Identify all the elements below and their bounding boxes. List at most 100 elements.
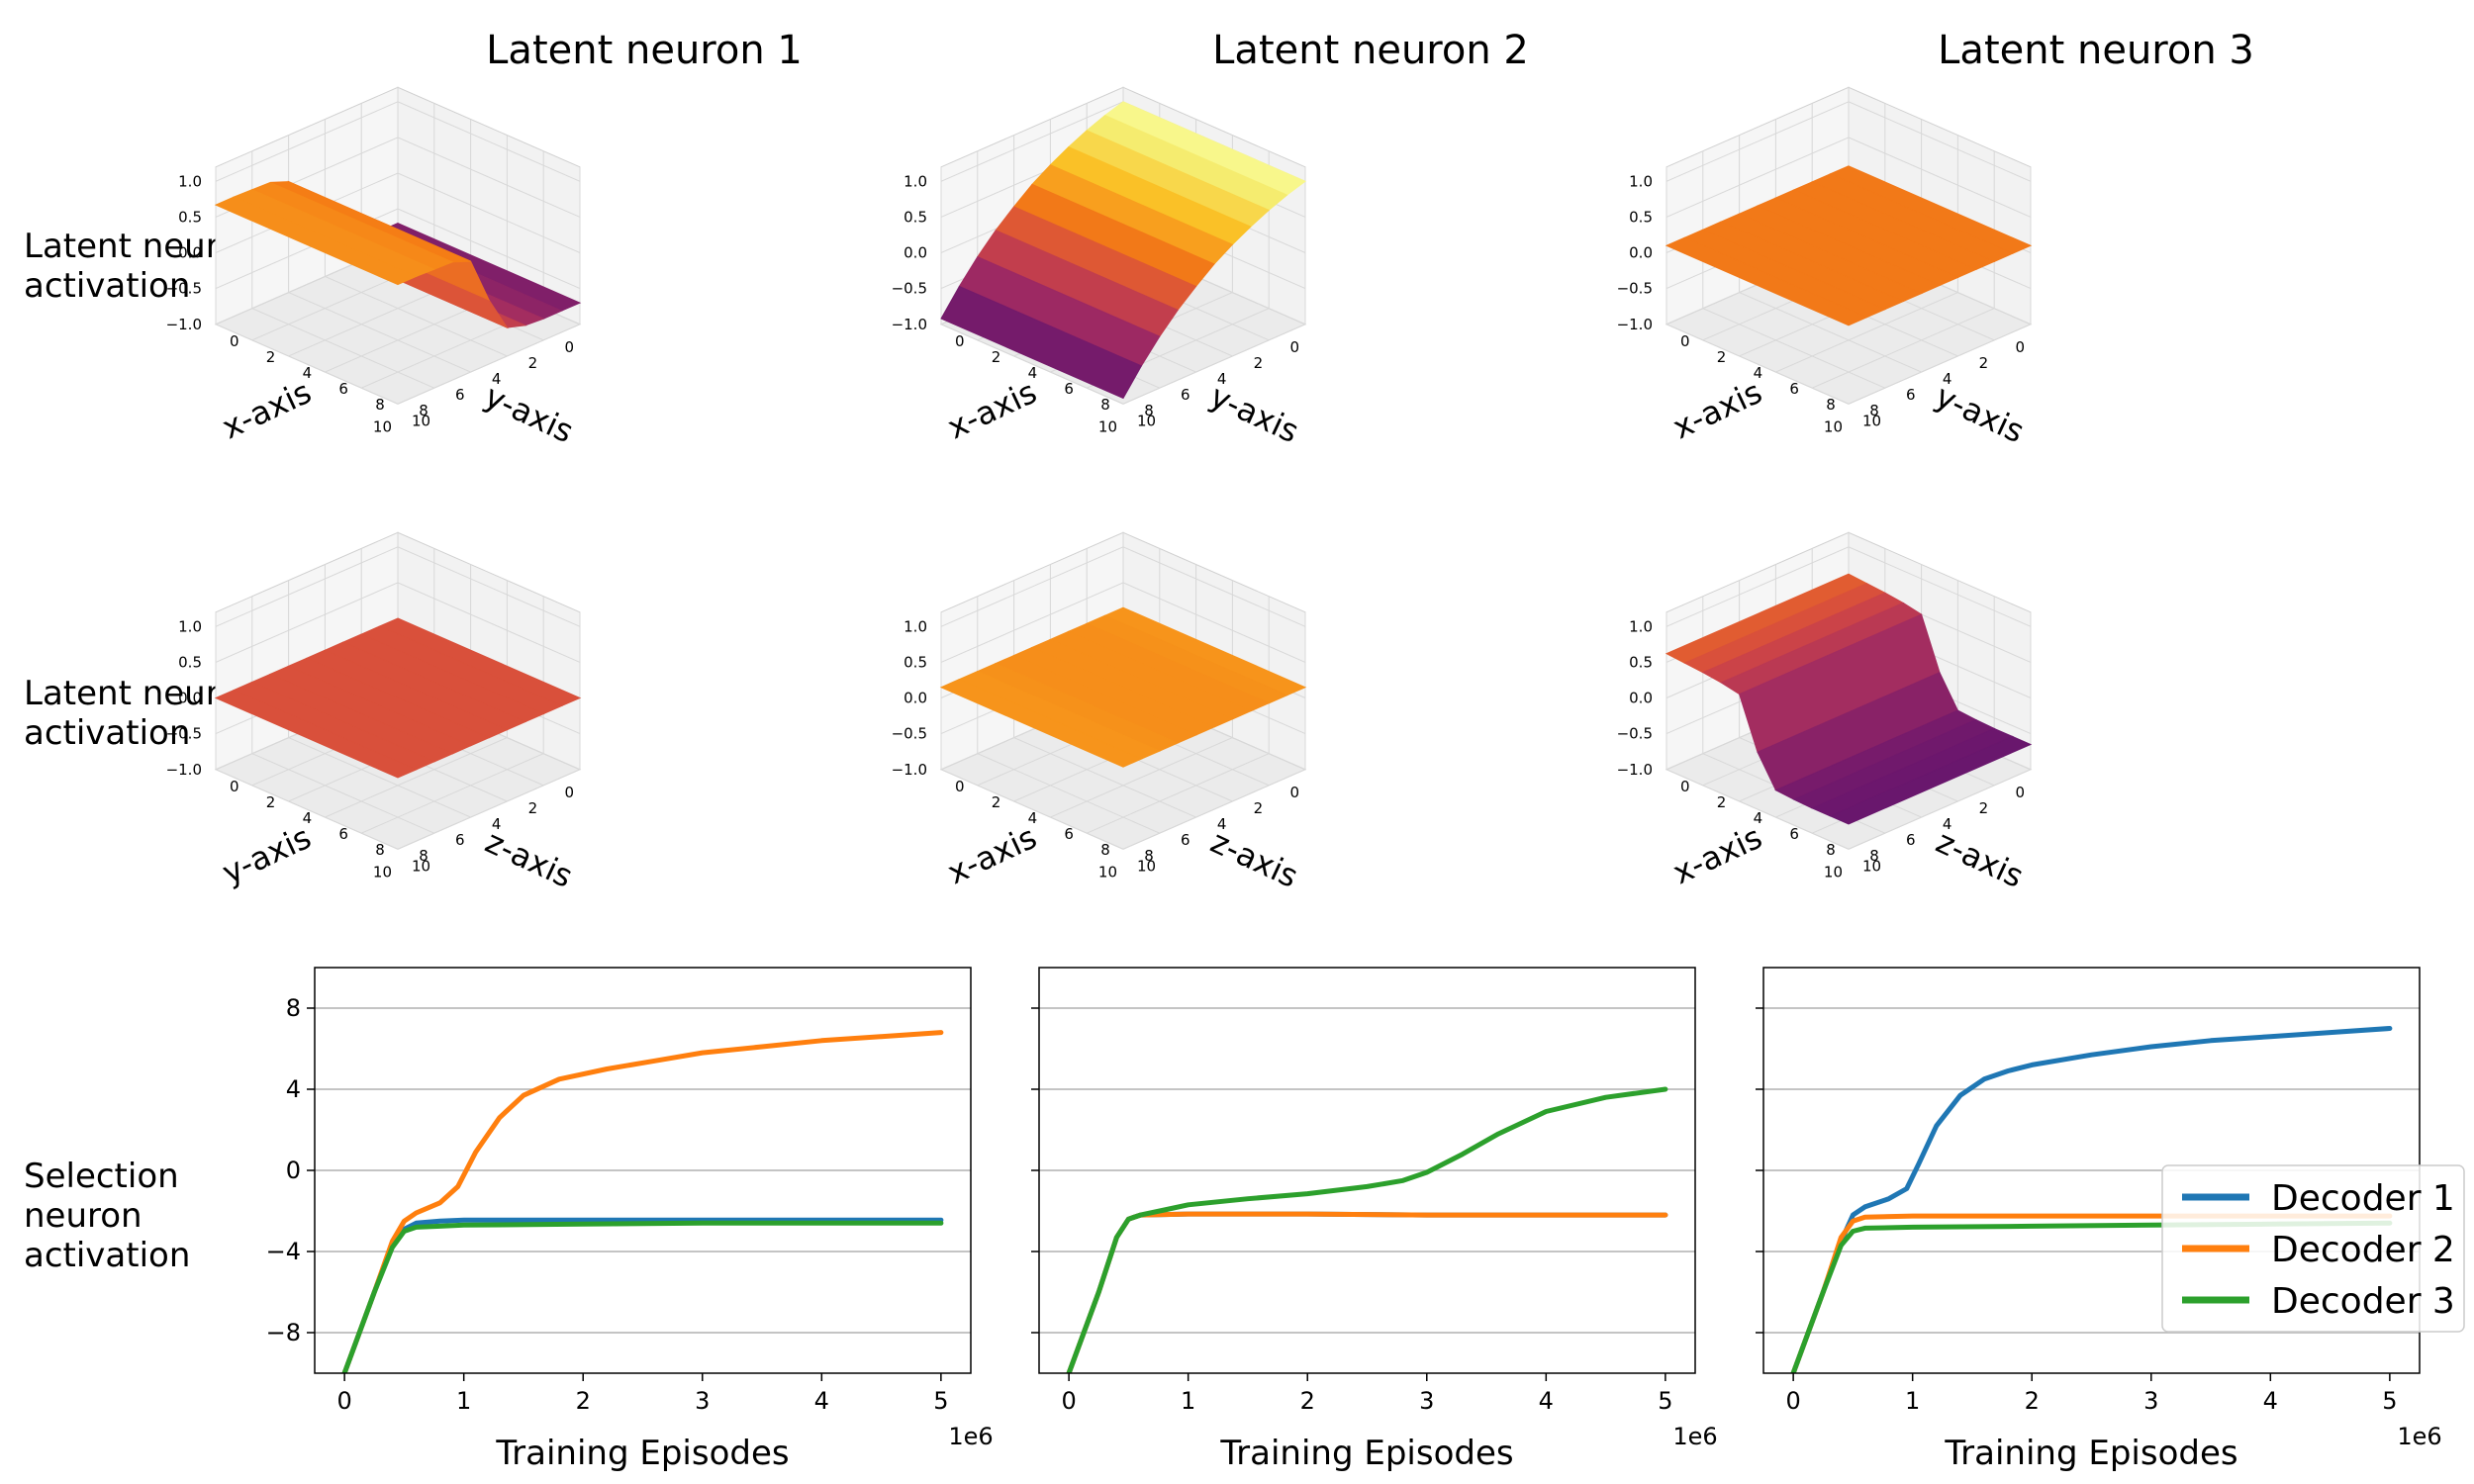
- x-tick-label: 2: [2025, 1387, 2040, 1415]
- x-tick-label: 2: [576, 1387, 591, 1415]
- y-tick-label: 0: [286, 1157, 301, 1184]
- column-title-3: Latent neuron 3: [1938, 28, 2254, 73]
- left-axis-tick-label: 4: [492, 815, 502, 833]
- x-tick-label: 0: [1785, 1387, 1800, 1415]
- z-tick-label: −0.5: [1617, 280, 1653, 298]
- x-tick-label: 5: [933, 1387, 948, 1415]
- x-offset-label: 1e6: [1672, 1423, 1717, 1450]
- left-axis-tick-label: 4: [1943, 370, 1952, 388]
- x-axis-label: Training Episodes: [1219, 1434, 1513, 1473]
- right-axis-tick-label: 4: [1028, 809, 1038, 827]
- left-axis-label: z-axis: [480, 822, 579, 895]
- right-axis-tick-label: 0: [955, 332, 965, 350]
- right-axis-tick-label: 8: [1100, 396, 1110, 414]
- left-axis-tick-label: 4: [1217, 370, 1227, 388]
- grid-line: [1702, 308, 1886, 389]
- grid-line: [288, 737, 471, 818]
- left-axis-label: z-axis: [1205, 822, 1304, 895]
- grid-line: [1050, 737, 1233, 818]
- left-axis-label: y-axis: [1930, 377, 2030, 450]
- row-label-3-line-2: neuron: [24, 1196, 143, 1236]
- x-tick-label: 4: [1539, 1387, 1554, 1415]
- x-tick-label: 2: [1300, 1387, 1315, 1415]
- right-axis-tick-label: 4: [1754, 364, 1763, 382]
- z-tick-label: −1.0: [166, 761, 202, 779]
- grid-line: [215, 582, 581, 663]
- x-tick-label: 1: [1905, 1387, 1920, 1415]
- z-tick-label: 0.0: [904, 690, 927, 707]
- left-axis-tick-label: 6: [1906, 386, 1916, 404]
- left-axis-tick-label: 6: [455, 386, 465, 404]
- grid-line: [215, 101, 581, 182]
- right-axis-tick-label: 4: [1754, 809, 1763, 827]
- right-axis-tick-label: 10: [1137, 412, 1156, 429]
- x-tick-label: 0: [1061, 1387, 1076, 1415]
- grid-line: [397, 769, 581, 850]
- grid-line: [215, 324, 399, 405]
- right-axis-tick-label: 2: [1717, 793, 1727, 811]
- right-axis-tick-label: 2: [266, 348, 276, 366]
- series-line-decoder-3: [1066, 1086, 1668, 1373]
- left-axis-tick-label: 2: [528, 354, 538, 372]
- grid-line: [940, 324, 1124, 405]
- x-offset-label: 1e6: [948, 1423, 993, 1450]
- right-axis-tick-label: 2: [992, 348, 1001, 366]
- grid-line: [251, 308, 435, 389]
- z-tick-label: 0.0: [1629, 690, 1653, 707]
- y-tick-label: 8: [286, 994, 301, 1022]
- z-tick-label: 1.0: [1629, 172, 1653, 190]
- left-axis-tick-label: 10: [1824, 417, 1843, 435]
- right-axis-tick-label: 0: [1680, 778, 1690, 795]
- y-tick-label: 4: [286, 1075, 301, 1103]
- left-axis-tick-label: 10: [1824, 863, 1843, 881]
- z-tick-label: 0.5: [178, 208, 202, 226]
- grid-line: [251, 753, 435, 834]
- grid-line: [1086, 753, 1270, 834]
- right-axis-tick-label: 8: [1826, 841, 1836, 859]
- z-tick-label: 0.0: [904, 244, 927, 262]
- row-label-3-line-1: Selection: [24, 1157, 179, 1196]
- left-axis-tick-label: 4: [492, 370, 502, 388]
- right-axis-label: x-axis: [941, 818, 1042, 891]
- axes-frame: [1038, 967, 1696, 1374]
- legend-label-decoder-2: Decoder 2: [2271, 1230, 2455, 1270]
- right-axis-tick-label: 6: [1789, 825, 1799, 843]
- z-tick-label: −0.5: [892, 280, 927, 298]
- grid-line: [397, 324, 581, 405]
- row-label-2-line-2: activation: [24, 713, 190, 753]
- x-tick-label: 3: [1419, 1387, 1434, 1415]
- left-axis-tick-label: 2: [1979, 354, 1989, 372]
- grid-line: [940, 546, 1306, 627]
- legend-box: [2161, 1164, 2465, 1333]
- z-tick-label: 0.0: [1629, 244, 1653, 262]
- series-line-decoder-3: [341, 1220, 944, 1373]
- right-axis-tick-label: 10: [1137, 857, 1156, 875]
- z-tick-label: −0.5: [166, 725, 202, 743]
- surface-strip: [1829, 735, 2033, 825]
- left-axis-tick-label: 6: [1181, 386, 1190, 404]
- left-axis-tick-label: 6: [455, 831, 465, 849]
- column-title-2: Latent neuron 2: [1212, 28, 1529, 73]
- left-axis-tick-label: 0: [564, 338, 574, 356]
- z-tick-label: 0.0: [178, 244, 202, 262]
- right-axis-label: y-axis: [217, 818, 317, 891]
- left-axis-tick-label: 8: [419, 847, 428, 865]
- surface-strip: [214, 196, 418, 286]
- z-tick-label: 1.0: [1629, 617, 1653, 635]
- grid-line: [1848, 769, 2032, 850]
- series-line-decoder-1: [1790, 1026, 2393, 1373]
- z-tick-label: 0.0: [178, 690, 202, 707]
- right-axis-tick-label: 6: [338, 380, 348, 398]
- z-tick-label: 1.0: [904, 172, 927, 190]
- z-tick-label: −1.0: [166, 316, 202, 333]
- grid-line: [215, 546, 581, 627]
- x-tick-label: 3: [2143, 1387, 2158, 1415]
- x-tick-label: 5: [2382, 1387, 2397, 1415]
- right-axis-tick-label: 10: [412, 857, 430, 875]
- left-axis-label: y-axis: [1204, 377, 1304, 450]
